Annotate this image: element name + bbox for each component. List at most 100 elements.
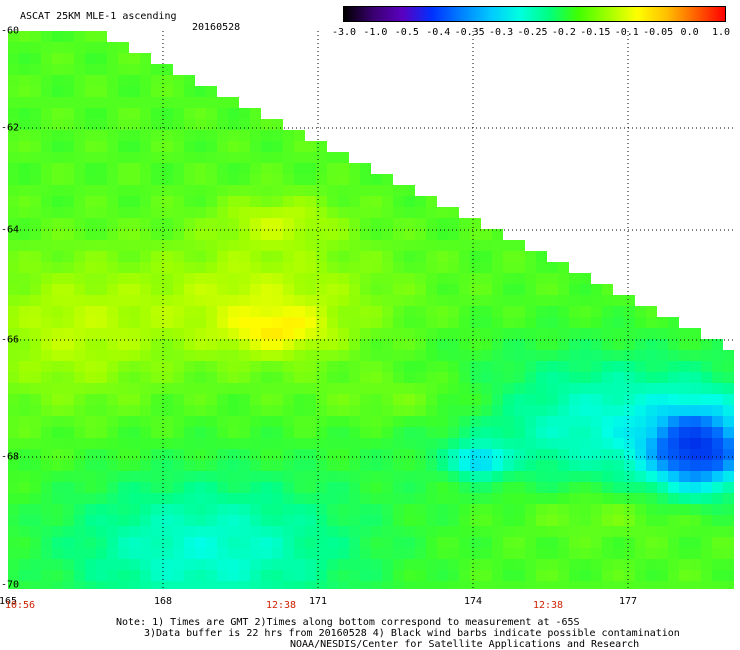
field-cell [624,504,635,515]
field-cell [316,427,327,438]
field-cell [129,119,140,130]
field-cell [404,548,415,559]
field-cell [173,152,184,163]
field-cell [569,471,580,482]
field-cell [96,317,107,328]
field-cell [19,438,30,449]
field-cell [536,361,547,372]
field-cell [514,350,525,361]
field-cell [481,240,492,251]
field-cell [294,504,305,515]
field-cell [41,229,52,240]
field-cell [129,515,140,526]
field-cell [613,361,624,372]
field-cell [195,130,206,141]
field-cell [52,218,63,229]
field-cell [690,438,701,449]
field-cell [206,482,217,493]
field-cell [514,284,525,295]
field-cell [525,438,536,449]
field-cell [250,306,261,317]
field-cell [481,460,492,471]
field-cell [514,317,525,328]
field-cell [547,306,558,317]
field-cell [514,438,525,449]
field-cell [624,427,635,438]
field-cell [459,262,470,273]
field-cell [63,416,74,427]
field-cell [239,119,250,130]
field-cell [239,229,250,240]
field-cell [129,394,140,405]
field-cell [459,361,470,372]
field-cell [547,427,558,438]
field-cell [701,515,712,526]
field-cell [206,383,217,394]
field-cell [195,449,206,460]
field-cell [349,273,360,284]
field-cell [690,548,701,559]
field-cell [184,240,195,251]
field-cell [85,570,96,581]
field-cell [459,251,470,262]
field-cell [448,405,459,416]
field-cell [349,581,360,589]
field-cell [250,108,261,119]
field-cell [525,548,536,559]
field-cell [437,427,448,438]
field-cell [96,537,107,548]
field-cell [393,262,404,273]
field-cell [481,306,492,317]
field-cell [206,471,217,482]
field-cell [701,350,712,361]
field-cell [162,493,173,504]
field-cell [338,559,349,570]
field-cell [437,515,448,526]
field-cell [206,295,217,306]
field-cell [525,449,536,460]
field-cell [162,317,173,328]
field-cell [382,449,393,460]
field-cell [63,328,74,339]
field-cell [272,273,283,284]
field-cell [613,548,624,559]
field-cell [96,108,107,119]
field-cell [52,251,63,262]
field-cell [547,548,558,559]
field-cell [228,328,239,339]
field-cell [8,570,19,581]
field-cell [19,86,30,97]
field-cell [635,460,646,471]
field-cell [41,372,52,383]
field-cell [129,548,140,559]
field-cell [107,328,118,339]
field-cell [129,581,140,589]
field-cell [558,262,569,273]
field-cell [19,130,30,141]
field-cell [217,537,228,548]
field-cell [118,174,129,185]
field-cell [437,416,448,427]
field-cell [393,405,404,416]
field-cell [52,174,63,185]
field-cell [8,229,19,240]
field-cell [723,427,734,438]
field-cell [514,449,525,460]
field-cell [602,493,613,504]
field-cell [426,471,437,482]
field-cell [679,493,690,504]
field-cell [129,163,140,174]
field-cell [173,383,184,394]
field-cell [217,108,228,119]
field-cell [118,361,129,372]
field-cell [195,548,206,559]
field-cell [305,526,316,537]
field-cell [261,504,272,515]
field-cell [74,471,85,482]
field-cell [217,196,228,207]
field-cell [316,207,327,218]
field-cell [558,416,569,427]
field-cell [96,526,107,537]
field-cell [195,328,206,339]
field-cell [712,427,723,438]
